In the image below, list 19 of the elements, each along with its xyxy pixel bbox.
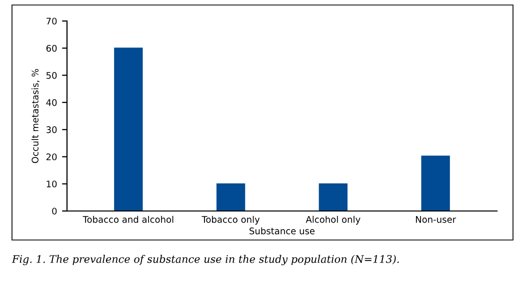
x-tick-label: Tobacco and alcohol [82, 216, 174, 223]
y-tick-label: 0 [52, 208, 57, 215]
bar [318, 183, 348, 211]
x-tick-label: Tobacco only [202, 216, 260, 225]
bar [421, 156, 450, 211]
y-tick-label: 70 [46, 18, 57, 25]
x-tick-label: Alcohol only [306, 216, 360, 225]
bar [114, 48, 143, 211]
y-tick-label: 40 [46, 99, 57, 106]
y-tick-label: 20 [46, 153, 57, 160]
bar [216, 183, 246, 211]
caption: Fig. 1. The prevalence of substance use in the study population (N=113). [12, 254, 399, 266]
x-axis-title: Substance use [250, 227, 315, 234]
y-tick-label: 10 [46, 180, 57, 188]
y-tick-label: 50 [46, 72, 57, 79]
x-tick-label: Non-user [416, 216, 456, 223]
y-tick-label: 60 [46, 44, 57, 52]
y-tick-label: 30 [46, 126, 57, 134]
y-axis-title: Occult metastasis, % [31, 68, 40, 164]
